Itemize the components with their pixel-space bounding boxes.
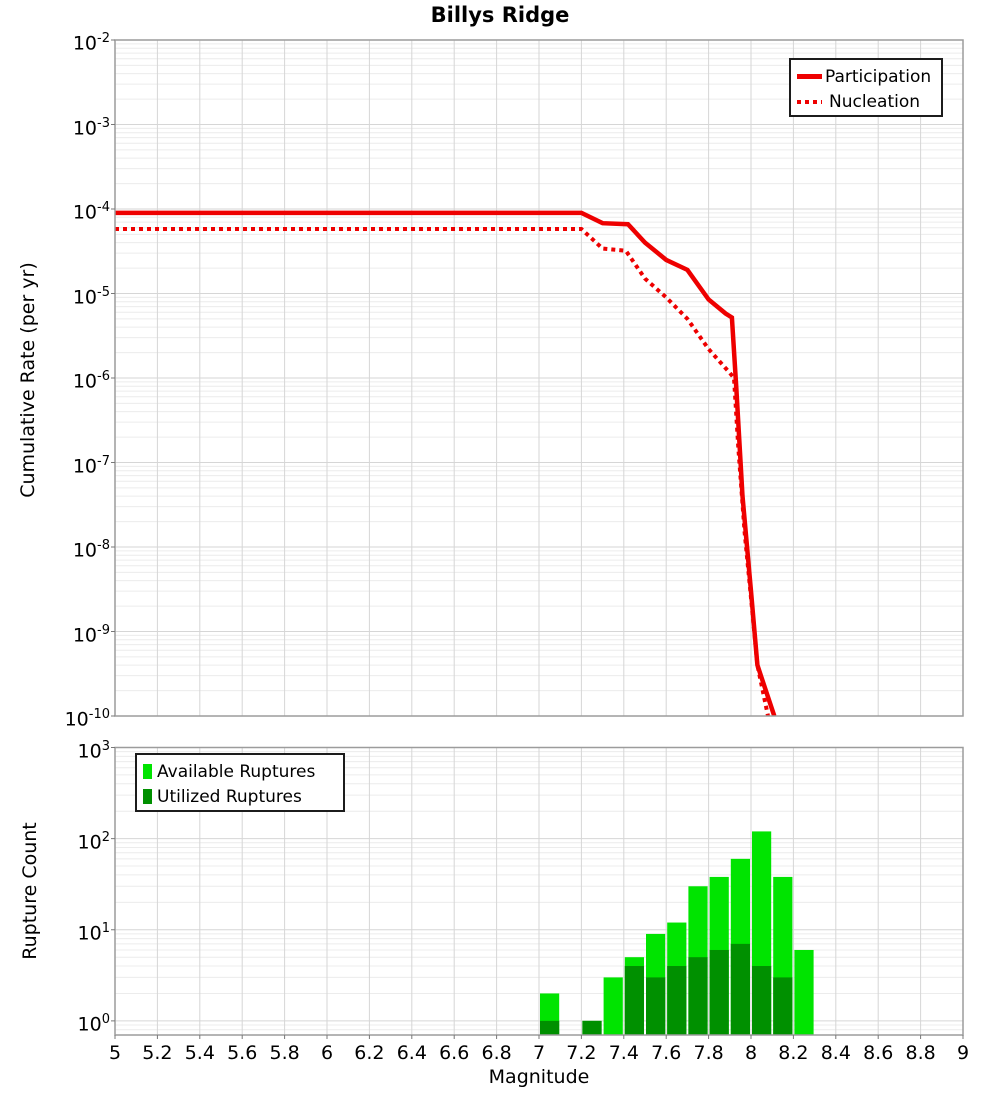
y-tick-label: 102 <box>77 829 110 853</box>
y-tick-label: 10-10 <box>64 707 110 731</box>
x-tick-label: 5.4 <box>184 1042 215 1064</box>
y-tick-label: 10-4 <box>72 200 110 224</box>
utilized-ruptures-bar <box>540 1020 560 1035</box>
participation-curve <box>115 210 777 716</box>
y-tick-label: 10-2 <box>72 31 110 55</box>
x-tick-label: 7.4 <box>608 1042 639 1064</box>
x-tick-label: 7 <box>532 1042 546 1064</box>
y-tick-label: 10-9 <box>72 622 110 646</box>
x-tick-label: 9 <box>956 1042 970 1064</box>
utilized-ruptures-bar <box>688 957 708 1035</box>
y-tick-label: 10-8 <box>72 538 110 562</box>
legend-row-utilized: Utilized Ruptures <box>143 784 337 809</box>
utilized-ruptures-bar <box>667 966 687 1035</box>
legend-row-available: Available Ruptures <box>143 759 337 784</box>
available-ruptures-legend-label: Available Ruptures <box>157 761 316 782</box>
utilized-ruptures-bar <box>624 966 644 1035</box>
participation-legend-label: Participation <box>825 66 932 87</box>
legend-row-nucleation: Nucleation <box>797 89 935 114</box>
x-tick-label: 8.4 <box>820 1042 851 1064</box>
y-tick-label: 10-3 <box>72 115 110 139</box>
x-tick-label: 8.6 <box>863 1042 894 1064</box>
nucleation-legend-label: Nucleation <box>829 91 921 112</box>
y-tick-label: 10-5 <box>72 284 110 308</box>
x-tick-label: 5.6 <box>227 1042 258 1064</box>
x-tick-label: 8 <box>744 1042 758 1064</box>
utilized-ruptures-bar <box>709 949 729 1035</box>
participation-line-swatch <box>797 74 822 79</box>
x-tick-label: 6 <box>320 1042 334 1064</box>
utilized-ruptures-bar <box>582 1020 602 1035</box>
utilized-ruptures-bar <box>752 966 772 1035</box>
y-tick-label: 101 <box>77 920 110 945</box>
y-tick-label: 10-6 <box>72 369 110 393</box>
rupture-legend: Available Ruptures Utilized Ruptures <box>135 753 345 812</box>
magnitude-axis-title: Magnitude <box>488 1066 590 1088</box>
y-tick-label: 10-7 <box>72 453 110 477</box>
x-tick-label: 7.6 <box>651 1042 682 1064</box>
utilized-ruptures-bar <box>773 977 793 1035</box>
x-tick-label: 6.8 <box>481 1042 512 1064</box>
x-tick-label: 6.6 <box>439 1042 470 1064</box>
x-tick-label: 8.2 <box>778 1042 809 1064</box>
utilized-ruptures-swatch <box>143 789 152 804</box>
legend-row-participation: Participation <box>797 64 935 89</box>
x-tick-label: 5.8 <box>269 1042 300 1064</box>
available-ruptures-swatch <box>143 764 152 779</box>
available-ruptures-bar <box>603 977 623 1035</box>
y-tick-label: 100 <box>77 1011 110 1036</box>
x-tick-label: 6.2 <box>354 1042 385 1064</box>
x-tick-label: 7.2 <box>566 1042 597 1064</box>
utilized-ruptures-bar <box>646 977 666 1035</box>
chart-title: Billys Ridge <box>430 3 570 27</box>
utilized-ruptures-bar <box>730 943 750 1035</box>
upper-panel <box>111 39 964 717</box>
y-tick-label: 103 <box>77 738 110 762</box>
x-tick-label: 5 <box>108 1042 122 1064</box>
available-ruptures-bar <box>794 949 814 1035</box>
x-tick-label: 5.2 <box>142 1042 173 1064</box>
x-tick-label: 7.8 <box>693 1042 724 1064</box>
rate-legend: Participation Nucleation <box>789 58 943 117</box>
utilized-ruptures-legend-label: Utilized Ruptures <box>157 786 302 807</box>
nucleation-line-swatch <box>797 99 822 104</box>
x-tick-label: 6.4 <box>396 1042 427 1064</box>
x-tick-label: 8.8 <box>905 1042 936 1064</box>
